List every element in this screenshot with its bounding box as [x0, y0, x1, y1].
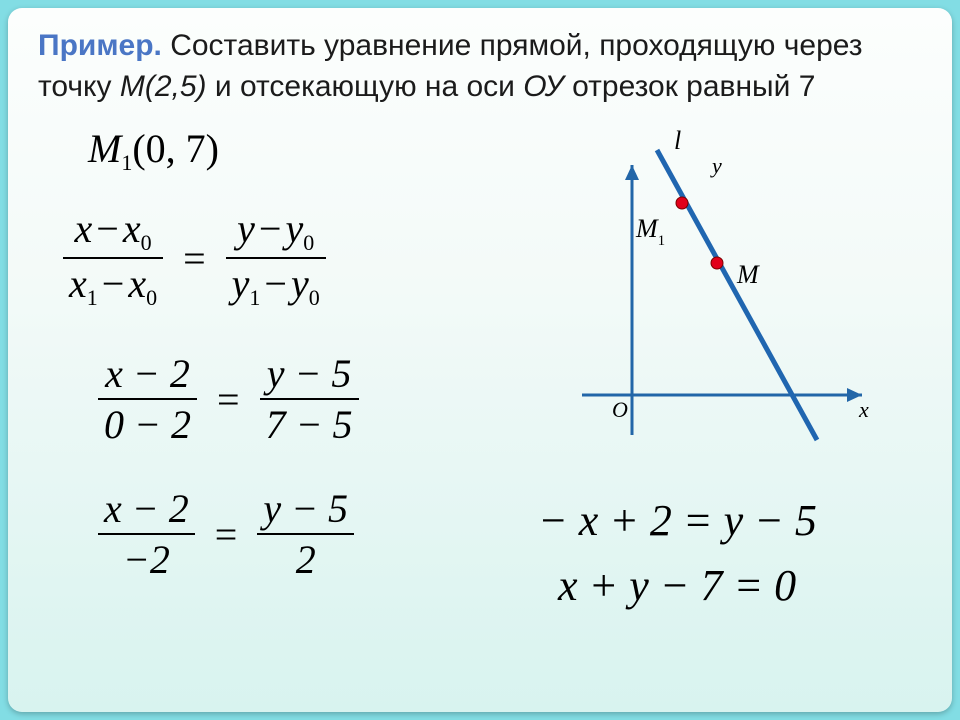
- problem-lead: Пример.: [38, 29, 162, 62]
- problem-point: М(2,5): [120, 70, 207, 103]
- problem-statement: Пример. Составить уравнение прямой, прох…: [38, 26, 922, 107]
- eq-sub2: x − 2 −2 = y − 5 2: [98, 485, 354, 583]
- diagram-label-y: y: [710, 153, 722, 178]
- diagram-label-l: l: [674, 126, 681, 155]
- eq-m1: M1(0, 7): [88, 125, 219, 176]
- diagram-label-M1: M1: [635, 214, 665, 249]
- diagram-label-M: M: [736, 260, 760, 289]
- eq-two-point-formula: x−x0 x1−x0 = y−y0 y1−y0: [63, 205, 326, 311]
- line-diagram: l y x O M1 M: [562, 155, 882, 455]
- problem-axis: ОУ: [523, 70, 564, 103]
- eq-sub1: x − 2 0 − 2 = y − 5 7 − 5: [98, 350, 359, 448]
- diagram-label-O: O: [612, 397, 628, 422]
- eq-result2: x + y − 7 = 0: [558, 560, 796, 611]
- diagram-label-x: x: [858, 397, 869, 422]
- eq-result1: − x + 2 = y − 5: [538, 495, 817, 546]
